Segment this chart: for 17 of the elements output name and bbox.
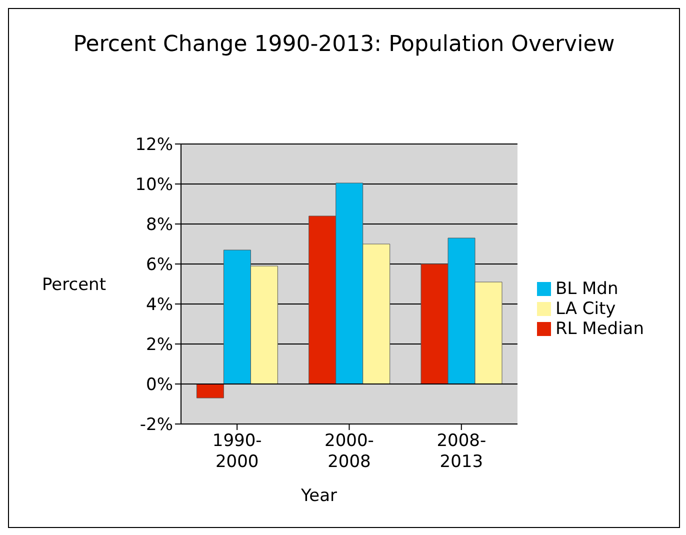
y-tick-label: 10% xyxy=(135,175,173,196)
x-tick-label: 2000-2008 xyxy=(324,431,374,472)
y-tick-label: 0% xyxy=(146,375,173,396)
y-tick-label: 4% xyxy=(146,295,173,316)
y-tick-label: 8% xyxy=(146,215,173,236)
x-tick-label: 2008-2013 xyxy=(436,431,486,472)
chart-title: Percent Change 1990-2013: Population Overview xyxy=(72,31,616,59)
y-tick-label: 12% xyxy=(135,135,173,156)
legend-label: LA City xyxy=(555,299,616,319)
y-tick-label: -2% xyxy=(140,415,173,436)
y-axis-title: Percent xyxy=(41,275,107,295)
y-tick-label: 2% xyxy=(146,335,173,356)
y-tick-label: 6% xyxy=(146,255,173,276)
legend-label: RL Median xyxy=(555,319,644,339)
x-axis-title: Year xyxy=(300,486,338,506)
x-tick-label: 1990-2000 xyxy=(212,431,262,472)
legend-label: BL Mdn xyxy=(555,279,618,299)
